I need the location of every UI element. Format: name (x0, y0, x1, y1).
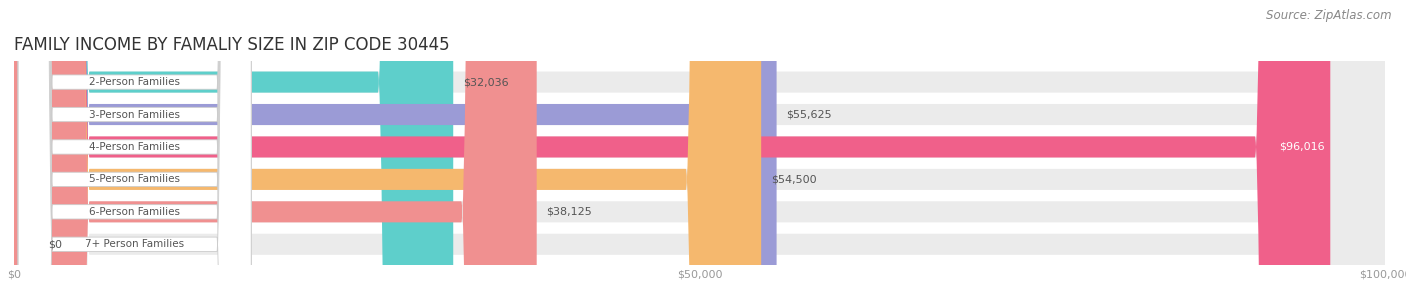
FancyBboxPatch shape (14, 0, 537, 305)
FancyBboxPatch shape (14, 0, 1385, 305)
Text: 2-Person Families: 2-Person Families (89, 77, 180, 87)
Text: $38,125: $38,125 (547, 207, 592, 217)
Text: $0: $0 (48, 239, 62, 249)
Text: Source: ZipAtlas.com: Source: ZipAtlas.com (1267, 9, 1392, 22)
FancyBboxPatch shape (14, 0, 1385, 305)
FancyBboxPatch shape (14, 0, 1385, 305)
Text: $54,500: $54,500 (770, 174, 817, 185)
Text: $32,036: $32,036 (463, 77, 509, 87)
FancyBboxPatch shape (18, 0, 252, 305)
Text: 6-Person Families: 6-Person Families (89, 207, 180, 217)
FancyBboxPatch shape (18, 0, 252, 305)
FancyBboxPatch shape (14, 0, 1330, 305)
Text: $96,016: $96,016 (1279, 142, 1324, 152)
FancyBboxPatch shape (14, 0, 1385, 305)
Text: 4-Person Families: 4-Person Families (89, 142, 180, 152)
FancyBboxPatch shape (18, 0, 252, 305)
Text: 5-Person Families: 5-Person Families (89, 174, 180, 185)
Text: FAMILY INCOME BY FAMALIY SIZE IN ZIP CODE 30445: FAMILY INCOME BY FAMALIY SIZE IN ZIP COD… (14, 36, 450, 54)
Text: 3-Person Families: 3-Person Families (89, 109, 180, 120)
FancyBboxPatch shape (14, 0, 1385, 305)
FancyBboxPatch shape (14, 0, 776, 305)
Text: $55,625: $55,625 (786, 109, 832, 120)
FancyBboxPatch shape (18, 0, 252, 305)
Text: 7+ Person Families: 7+ Person Families (86, 239, 184, 249)
FancyBboxPatch shape (14, 0, 453, 305)
FancyBboxPatch shape (18, 0, 252, 305)
FancyBboxPatch shape (14, 0, 1385, 305)
FancyBboxPatch shape (14, 0, 761, 305)
FancyBboxPatch shape (18, 0, 252, 305)
